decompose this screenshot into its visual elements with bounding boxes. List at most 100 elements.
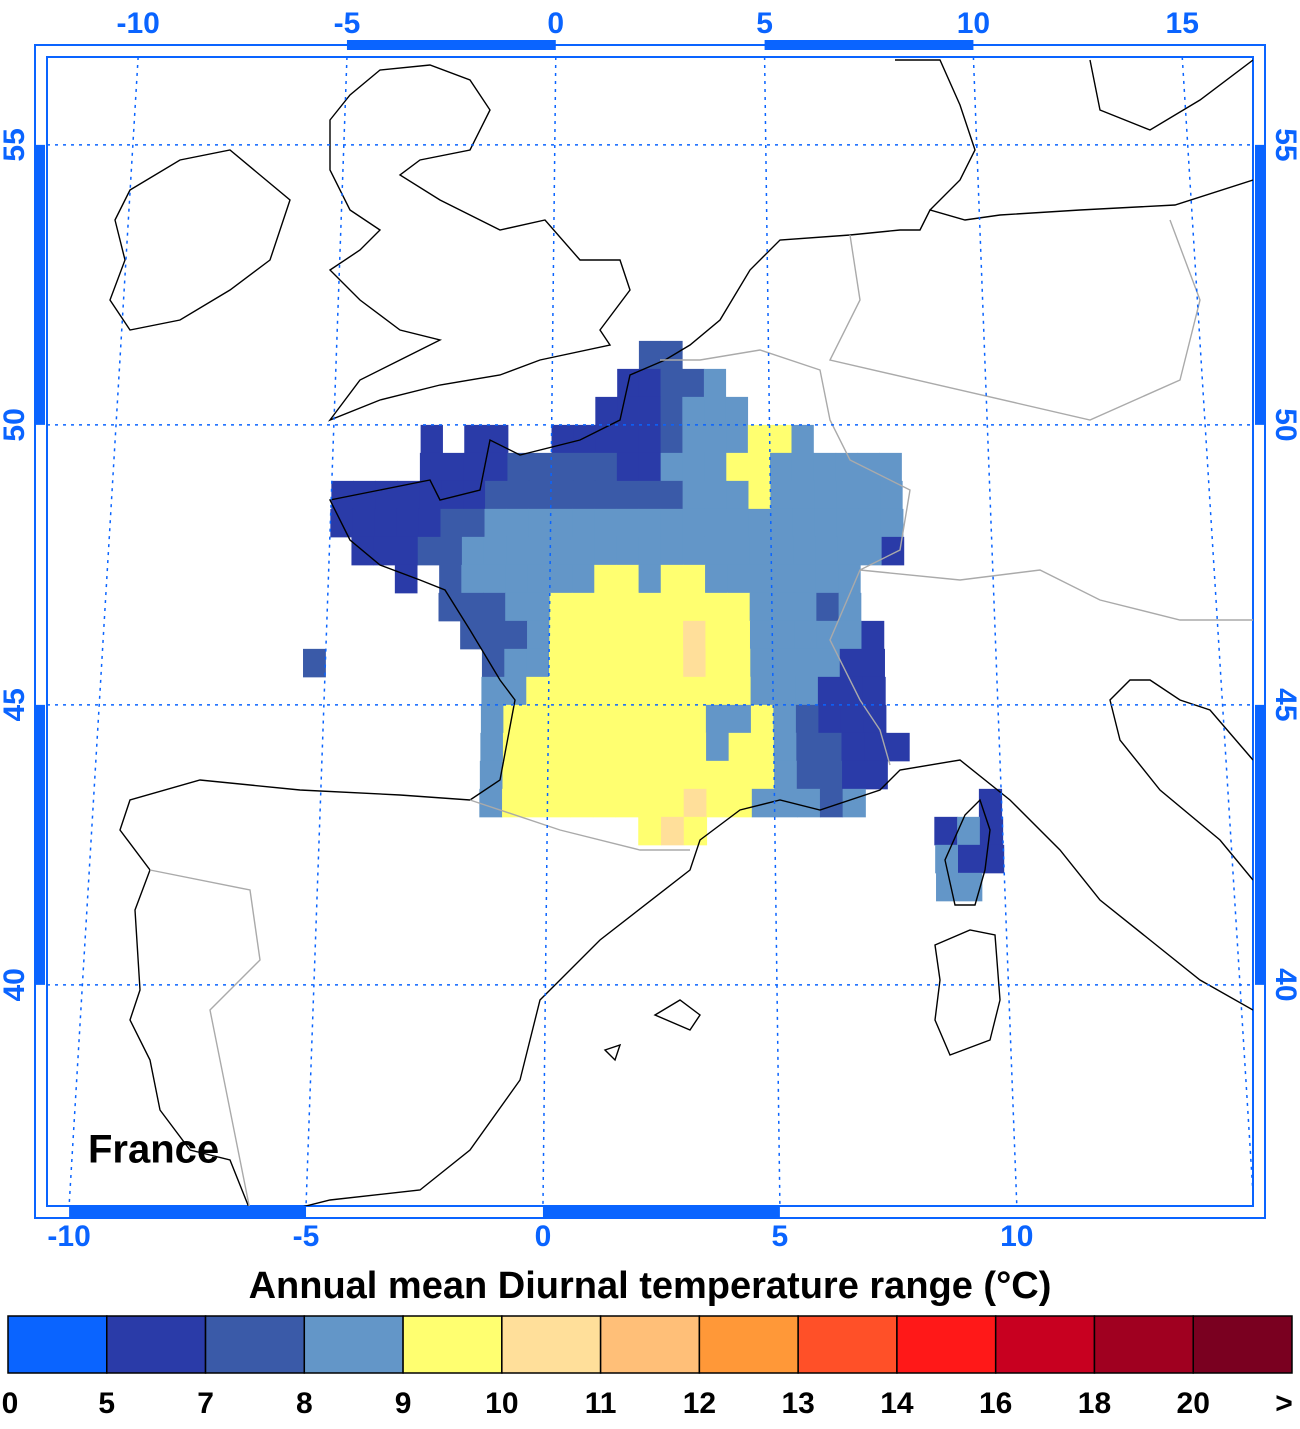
top-tick-label: -5: [334, 7, 361, 40]
grid-cell: [835, 452, 859, 482]
grid-cell: [551, 424, 574, 454]
grid-cell: [881, 536, 905, 566]
colorbar-box: [402, 1315, 503, 1374]
grid-cell: [548, 704, 572, 734]
ireland: [109, 149, 291, 331]
colorbar-box: [1192, 1315, 1293, 1374]
grid-cell: [858, 508, 882, 538]
grid-cell: [440, 508, 463, 538]
left-tick-label: 45: [0, 688, 31, 721]
grid-cell: [819, 760, 843, 790]
grid-cell: [571, 648, 595, 678]
axes: -10 -5 0 5 10 15 -10 -5 0 5 10 55 55 50 50 45 45 40 40: [0, 7, 1300, 1253]
grid-cell: [660, 648, 684, 678]
grid-cell: [463, 480, 486, 510]
grid-cell: [502, 788, 526, 818]
bottom-tick-label: 0: [535, 1220, 552, 1253]
grid-cell: [838, 564, 861, 594]
grid-cell: [503, 676, 527, 706]
grid-cell: [864, 760, 888, 790]
title: Annual mean Diurnal temperature range (°…: [249, 1265, 1052, 1307]
grid-cell: [617, 396, 640, 426]
meridian: [68, 57, 139, 1206]
grid-cell: [616, 620, 640, 650]
grid-cell: [549, 592, 573, 622]
grid-cell: [397, 480, 420, 510]
grid-cell: [485, 480, 508, 510]
grid-cell: [638, 788, 662, 818]
grid-cell: [594, 536, 618, 566]
grid-cell: [838, 592, 862, 622]
grid-cell: [814, 508, 838, 538]
grid-cell: [638, 648, 662, 678]
grid-cell: [726, 536, 750, 566]
grid-cell: [836, 508, 860, 538]
grid-cell: [573, 452, 596, 482]
grid-cell: [839, 620, 862, 650]
grid-cell: [528, 536, 551, 566]
grid-cell: [728, 732, 752, 762]
grid-cell: [661, 816, 685, 846]
grid-cell: [441, 452, 465, 482]
grid-cell: [480, 704, 504, 734]
grid-cell: [660, 564, 684, 594]
colorbar-label: 0: [2, 1387, 19, 1420]
grid-cell: [615, 732, 639, 762]
mediterranean-coast: [303, 759, 1253, 1206]
grid-cell: [527, 564, 551, 594]
grid-cell: [616, 424, 640, 454]
grid-cell: [864, 732, 888, 762]
grid-cell: [616, 676, 639, 706]
colorbar-box: [501, 1315, 602, 1374]
grid-cell: [683, 760, 707, 790]
grid-cell: [502, 732, 527, 762]
grid-cell: [751, 760, 775, 790]
grid-cell: [773, 704, 797, 734]
grid-cell: [550, 508, 574, 538]
grid-cell: [660, 424, 683, 454]
grid-cell: [504, 620, 528, 650]
grid-cell: [615, 760, 639, 790]
grid-cell: [638, 704, 662, 734]
meridian: [1181, 57, 1253, 1206]
top-tick-label: 0: [547, 7, 564, 40]
grid-cell: [774, 788, 798, 818]
grid-cell: [461, 536, 485, 566]
grid-cell: [593, 676, 617, 706]
grid-cell: [751, 788, 776, 818]
grid-cell: [526, 648, 550, 678]
grid-cell: [857, 452, 880, 482]
grid-cell: [706, 788, 730, 818]
colorbar-overflow-label: >: [1275, 1387, 1293, 1420]
grid-cell: [795, 676, 819, 706]
grid-cell: [861, 620, 885, 650]
grid-cell: [683, 648, 707, 678]
grid-cell: [704, 424, 727, 454]
colorbar-label: 16: [979, 1387, 1012, 1420]
grid-cell: [572, 480, 596, 510]
meridian: [972, 57, 1018, 1206]
grid-cell: [594, 592, 617, 622]
grid-cell: [595, 396, 618, 426]
grid-cell: [704, 452, 727, 482]
grid-cell: [748, 480, 771, 510]
grid-cell: [660, 592, 684, 622]
bottom-tick-label: -5: [293, 1220, 320, 1253]
grid-cell: [462, 508, 486, 538]
grid-cell: [728, 676, 752, 706]
grid-cell: [571, 620, 595, 650]
grid-cell: [879, 452, 902, 482]
corsica: [944, 798, 991, 906]
colorbar-label: 14: [880, 1387, 914, 1420]
grid-cell: [375, 480, 398, 510]
grid-cell: [441, 480, 464, 510]
grid-cell: [660, 396, 683, 426]
grid-cell: [616, 592, 640, 622]
grid-cell: [705, 620, 729, 650]
grid-cell: [547, 760, 571, 790]
grid-cell: [935, 844, 959, 874]
colorbar-label: 18: [1078, 1387, 1111, 1420]
grid-cell: [726, 508, 750, 538]
right-tick-label: 40: [1269, 968, 1300, 1001]
